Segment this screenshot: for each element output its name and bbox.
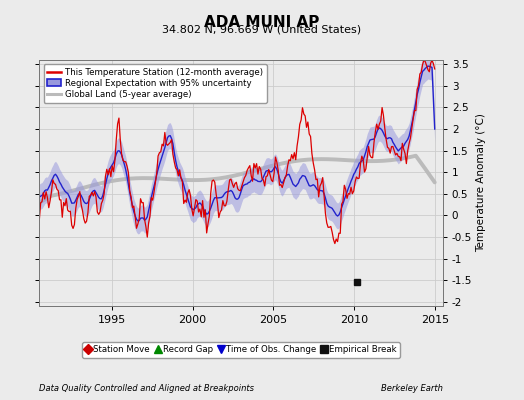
- Legend: Station Move, Record Gap, Time of Obs. Change, Empirical Break: Station Move, Record Gap, Time of Obs. C…: [82, 342, 400, 358]
- Y-axis label: Temperature Anomaly (°C): Temperature Anomaly (°C): [476, 114, 486, 252]
- Text: Data Quality Controlled and Aligned at Breakpoints: Data Quality Controlled and Aligned at B…: [39, 384, 254, 393]
- Text: ADA MUNI AP: ADA MUNI AP: [204, 15, 320, 30]
- Text: Berkeley Earth: Berkeley Earth: [381, 384, 443, 393]
- Text: 34.802 N, 96.669 W (United States): 34.802 N, 96.669 W (United States): [162, 25, 362, 35]
- Legend: This Temperature Station (12-month average), Regional Expectation with 95% uncer: This Temperature Station (12-month avera…: [43, 64, 267, 102]
